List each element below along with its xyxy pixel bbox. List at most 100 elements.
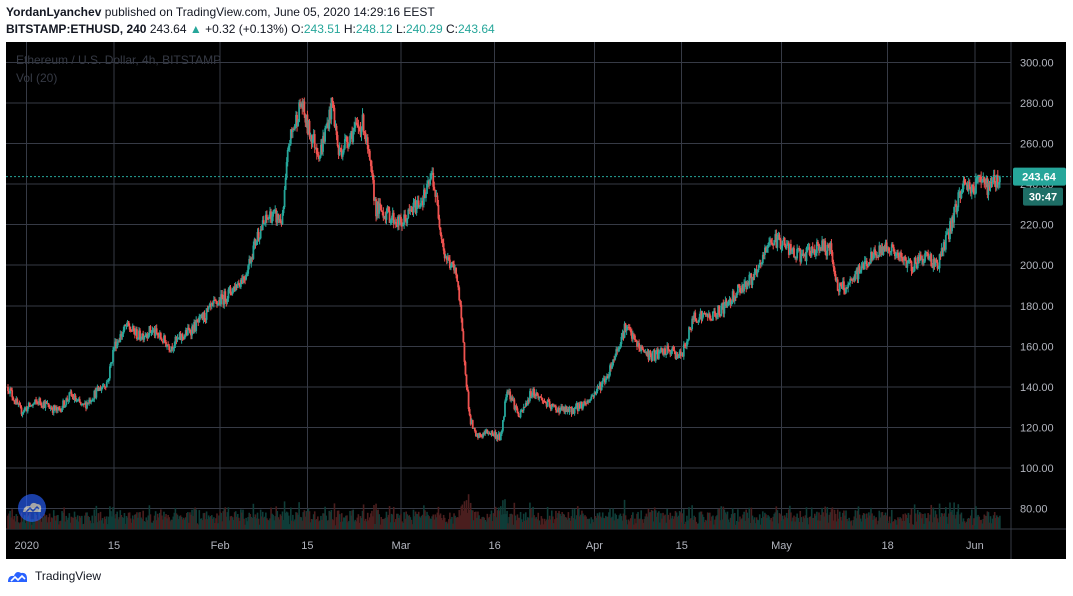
volume-bar [701,514,704,529]
volume-bar [432,514,435,529]
volume-bar [555,510,557,529]
volume-bar [777,523,780,529]
volume-bar [952,514,954,529]
volume-bar [327,520,330,529]
candle-body [571,408,574,414]
candle-body [832,262,835,268]
volume-bar [479,518,481,529]
candle-body [495,434,498,439]
volume-bar [795,516,797,529]
candle-body [884,242,887,250]
volume-bar [808,516,811,529]
candle-body [451,262,453,267]
volume-bar [366,512,369,529]
candle-body [383,216,386,218]
candle-body [217,304,219,306]
volume-bar [519,512,522,529]
candle-body [170,346,173,352]
candle-body [853,278,856,281]
volume-bar [223,508,226,529]
volume-bar [625,519,628,529]
candle-body [882,246,885,255]
volume-bar [353,521,356,529]
candle-body [216,301,218,305]
candle-body [652,350,655,352]
volume-bar [407,515,410,529]
candle-body [94,390,97,398]
volume-bar [958,523,961,529]
volume-bar [415,513,418,529]
volume-bar [714,519,716,529]
volume-bar [751,515,754,529]
volume-bar [837,518,840,529]
candle-body [226,298,229,303]
candle-body [408,209,411,211]
candle-body [355,122,358,124]
volume-bar [982,519,985,529]
volume-bar [681,513,684,529]
candle-body [23,408,26,412]
volume-bar [997,516,999,529]
volume-bar [993,512,996,529]
candle-body [582,403,584,409]
candle-body [978,175,980,177]
candle-body [467,391,470,410]
candle-body [566,408,569,412]
symbol-name[interactable]: BITSTAMP:ETHUSD, 240 [6,22,147,36]
candle-body [373,179,375,201]
candle-body [211,302,214,304]
volume-bar [647,508,650,529]
candle-body [279,218,282,223]
volume-bar [117,519,120,529]
candle-body [885,242,888,250]
candle-body [766,247,768,253]
candle-body [203,312,206,320]
candle-body [273,210,276,212]
volume-bar [381,519,384,529]
volume-bar [400,513,402,529]
chart-panel[interactable]: 300.00280.00260.00240.00220.00200.00180.… [6,42,1066,559]
volume-bar [309,522,312,529]
candle-body [246,273,249,276]
volume-bar [976,516,978,529]
volume-bar [789,505,791,529]
price-chart[interactable]: 300.00280.00260.00240.00220.00200.00180.… [6,42,1066,559]
volume-bar [683,509,685,529]
volume-bar [123,512,126,529]
volume-bar [873,515,875,529]
volume-bar [483,517,485,529]
volume-bar [166,518,168,529]
footer-brand[interactable]: TradingView [35,569,102,583]
candle-body [644,352,647,354]
volume-bar [244,524,246,529]
candle-body [577,403,580,412]
volume-bar [622,513,625,529]
volume-bar [530,508,532,529]
candle-body [357,124,360,128]
volume-bar [476,517,478,529]
candle-body [41,405,44,408]
candle-body [834,274,837,281]
volume-bar [618,515,621,529]
candle-body [105,381,108,388]
volume-bar [413,516,416,529]
tradingview-logo-icon[interactable] [6,568,30,584]
candle-body [366,137,369,150]
volume-bar [136,512,138,529]
y-tick-label: 280.00 [1020,98,1054,110]
volume-bar [335,517,338,529]
candle-body [567,408,570,412]
candle-body [9,388,11,394]
candle-body [648,351,651,360]
volume-bar [676,516,679,529]
volume-bar [624,515,627,529]
candle-body [845,287,847,293]
volume-bar [145,517,148,529]
volume-bar [617,518,620,529]
author-name[interactable]: YordanLyanchev [6,5,102,19]
candle-body [634,335,636,340]
candle-body [438,218,441,228]
candle-body [49,407,52,409]
candle-body [782,237,785,241]
volume-bar [212,518,214,529]
